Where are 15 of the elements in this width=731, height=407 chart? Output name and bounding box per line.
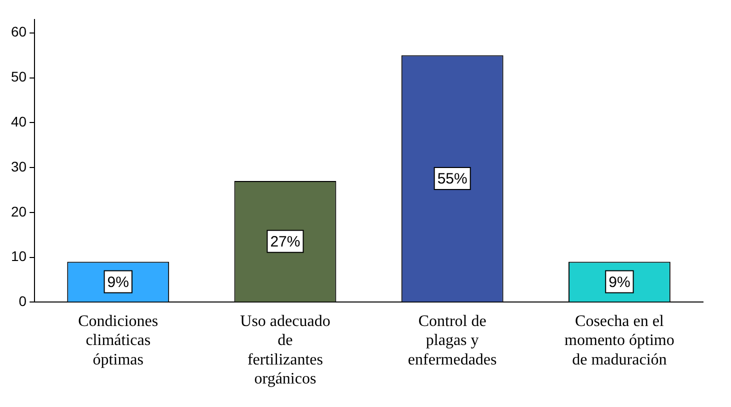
data-label: 9% <box>608 274 630 291</box>
y-tick-label: 10 <box>10 248 27 264</box>
x-tick-label: Uso adecuado de fertilizantes orgánicos <box>240 313 330 388</box>
y-tick-label: 50 <box>10 68 27 85</box>
y-tick-label: 60 <box>10 24 27 40</box>
x-tick-label: Control de plagas y enfermedades <box>408 313 497 368</box>
data-label: 55% <box>437 170 468 188</box>
y-tick-label: 20 <box>10 203 27 220</box>
data-label: 27% <box>270 233 300 250</box>
y-tick-label: 30 <box>10 158 27 174</box>
y-tick-label: 0 <box>18 293 27 310</box>
data-label: 9% <box>107 274 129 291</box>
x-tick-label: Condiciones climáticas óptimas <box>78 313 158 368</box>
x-tick-label: Cosecha en el momento óptimo de maduración <box>564 313 674 368</box>
y-tick-label: 40 <box>10 114 27 130</box>
